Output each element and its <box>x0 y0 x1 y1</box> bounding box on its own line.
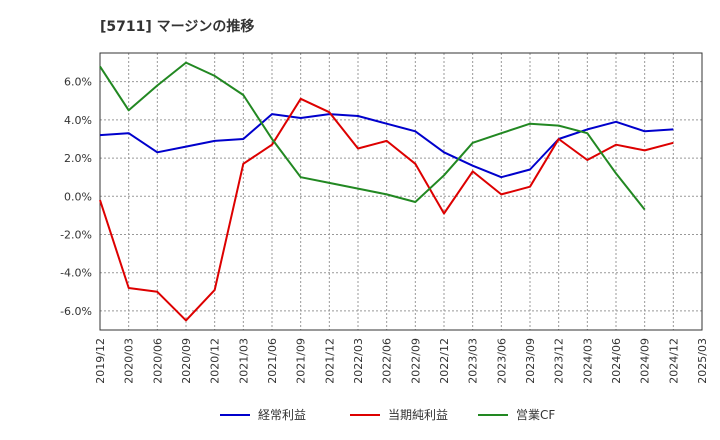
x-tick-label: 2021/06 <box>266 338 279 384</box>
chart-title: [5711] マージンの推移 <box>100 19 255 35</box>
x-tick-label: 2022/06 <box>381 338 394 384</box>
y-tick-label: 0.0% <box>64 190 92 203</box>
y-tick-label: 6.0% <box>64 76 92 89</box>
x-tick-label: 2020/06 <box>151 338 164 384</box>
plot-area <box>100 53 702 330</box>
series-line-3 <box>99 61 646 211</box>
x-tick-label: 2022/09 <box>409 338 422 384</box>
x-tick-label: 2021/03 <box>237 338 250 384</box>
x-tick-label: 2023/12 <box>553 338 566 384</box>
x-tick-label: 2020/12 <box>209 338 222 384</box>
x-tick-label: 2023/03 <box>467 338 480 384</box>
series-line-2 <box>99 97 674 322</box>
x-tick-label: 2023/06 <box>495 338 508 384</box>
y-tick-label: 4.0% <box>64 114 92 127</box>
y-tick-label: 2.0% <box>64 152 92 165</box>
legend-label-3: 営業CF <box>516 408 555 422</box>
x-tick-label: 2021/09 <box>295 338 308 384</box>
x-tick-label: 2022/12 <box>438 338 451 384</box>
legend-label-1: 経常利益 <box>258 408 306 422</box>
x-tick-label: 2025/03 <box>696 338 709 384</box>
x-tick-label: 2024/09 <box>639 338 652 384</box>
x-tick-label: 2022/03 <box>352 338 365 384</box>
x-tick-label: 2020/09 <box>180 338 193 384</box>
y-tick-label: -2.0% <box>60 228 92 241</box>
y-tick-label: -6.0% <box>60 305 92 318</box>
x-tick-label: 2024/03 <box>581 338 594 384</box>
x-tick-label: 2024/12 <box>667 338 680 384</box>
x-tick-label: 2024/06 <box>610 338 623 384</box>
plot-border <box>99 52 703 331</box>
legend-label-2: 当期純利益 <box>388 408 448 422</box>
x-tick-label: 2019/12 <box>94 338 107 384</box>
x-tick-label: 2020/03 <box>123 338 136 384</box>
y-tick-label: -4.0% <box>60 267 92 280</box>
series-line-1 <box>99 113 674 179</box>
x-tick-label: 2023/09 <box>524 338 537 384</box>
x-tick-label: 2021/12 <box>323 338 336 384</box>
